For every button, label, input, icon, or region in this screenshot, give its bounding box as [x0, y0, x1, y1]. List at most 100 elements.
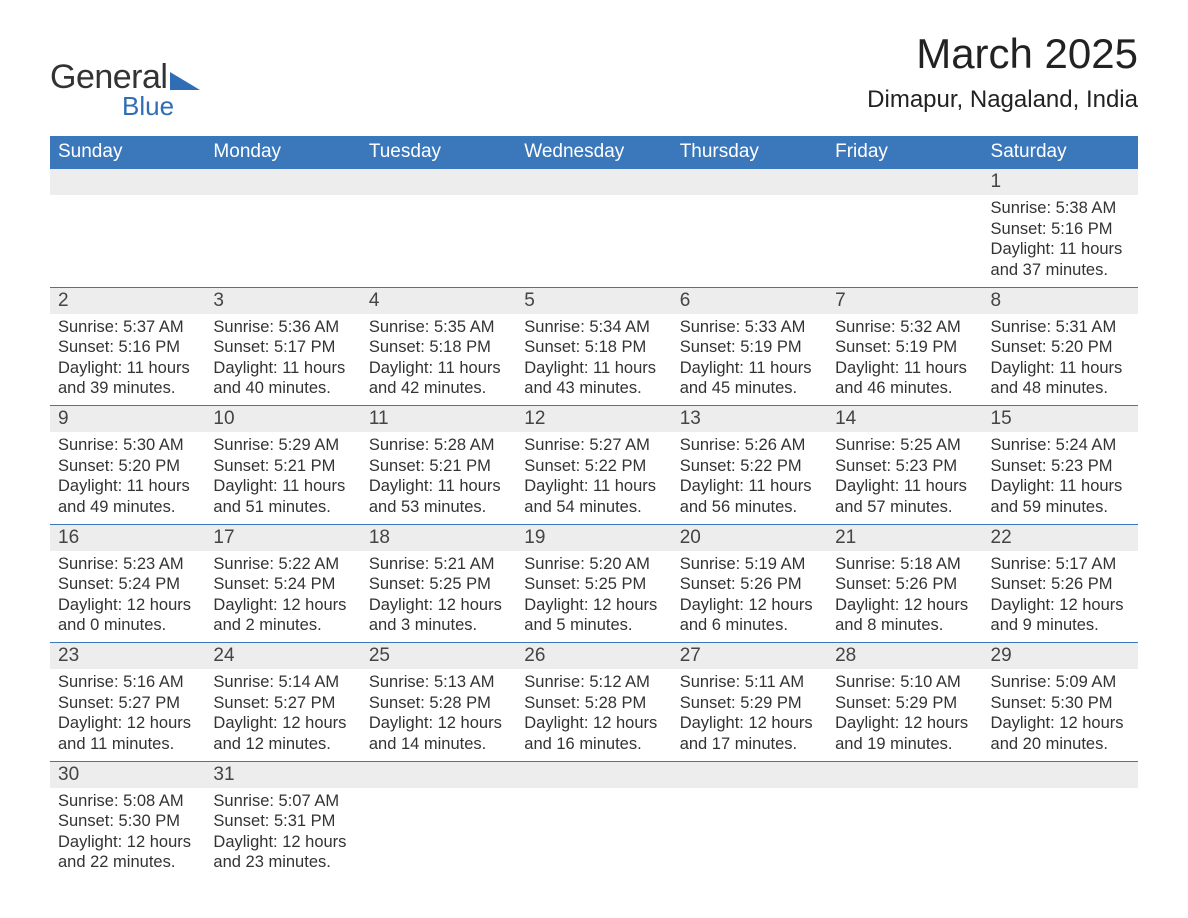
day-details-cell: Sunrise: 5:28 AMSunset: 5:21 PMDaylight:…: [361, 432, 516, 524]
detail-line-ss: Sunset: 5:28 PM: [524, 693, 663, 714]
day-number-cell: [983, 761, 1138, 788]
detail-line-sr: Sunrise: 5:18 AM: [835, 554, 974, 575]
detail-line-d1: Daylight: 11 hours: [835, 476, 974, 497]
day-details: Sunrise: 5:18 AMSunset: 5:26 PMDaylight:…: [827, 551, 982, 643]
day-number-cell: 8: [983, 287, 1138, 314]
detail-line-ss: Sunset: 5:26 PM: [680, 574, 819, 595]
detail-line-sr: Sunrise: 5:37 AM: [58, 317, 197, 338]
week-details-row: Sunrise: 5:23 AMSunset: 5:24 PMDaylight:…: [50, 551, 1138, 643]
detail-line-d2: and 53 minutes.: [369, 497, 508, 518]
day-number-cell: 31: [205, 761, 360, 788]
day-number: 22: [983, 525, 1138, 551]
day-details: Sunrise: 5:10 AMSunset: 5:29 PMDaylight:…: [827, 669, 982, 761]
day-details: Sunrise: 5:12 AMSunset: 5:28 PMDaylight:…: [516, 669, 671, 761]
day-number-cell: 14: [827, 406, 982, 433]
detail-line-ss: Sunset: 5:21 PM: [213, 456, 352, 477]
detail-line-ss: Sunset: 5:18 PM: [524, 337, 663, 358]
detail-line-sr: Sunrise: 5:10 AM: [835, 672, 974, 693]
day-details: Sunrise: 5:11 AMSunset: 5:29 PMDaylight:…: [672, 669, 827, 761]
day-number-cell: 7: [827, 287, 982, 314]
detail-line-sr: Sunrise: 5:16 AM: [58, 672, 197, 693]
detail-line-ss: Sunset: 5:23 PM: [835, 456, 974, 477]
day-details: Sunrise: 5:32 AMSunset: 5:19 PMDaylight:…: [827, 314, 982, 406]
detail-line-d2: and 49 minutes.: [58, 497, 197, 518]
day-details-cell: Sunrise: 5:22 AMSunset: 5:24 PMDaylight:…: [205, 551, 360, 643]
day-details: Sunrise: 5:33 AMSunset: 5:19 PMDaylight:…: [672, 314, 827, 406]
detail-line-d2: and 40 minutes.: [213, 378, 352, 399]
week-details-row: Sunrise: 5:16 AMSunset: 5:27 PMDaylight:…: [50, 669, 1138, 761]
month-title: March 2025: [867, 30, 1138, 78]
detail-line-ss: Sunset: 5:19 PM: [835, 337, 974, 358]
day-header: Tuesday: [361, 136, 516, 169]
day-details: Sunrise: 5:22 AMSunset: 5:24 PMDaylight:…: [205, 551, 360, 643]
day-number: 2: [50, 288, 205, 314]
day-details-cell: Sunrise: 5:13 AMSunset: 5:28 PMDaylight:…: [361, 669, 516, 761]
day-details: Sunrise: 5:30 AMSunset: 5:20 PMDaylight:…: [50, 432, 205, 524]
day-number: 13: [672, 406, 827, 432]
day-details: Sunrise: 5:23 AMSunset: 5:24 PMDaylight:…: [50, 551, 205, 643]
week-details-row: Sunrise: 5:30 AMSunset: 5:20 PMDaylight:…: [50, 432, 1138, 524]
detail-line-d2: and 57 minutes.: [835, 497, 974, 518]
day-details-cell: [827, 788, 982, 880]
detail-line-d1: Daylight: 11 hours: [369, 358, 508, 379]
detail-line-d1: Daylight: 12 hours: [835, 713, 974, 734]
day-number-cell: 20: [672, 524, 827, 551]
detail-line-d1: Daylight: 12 hours: [835, 595, 974, 616]
day-number-cell: 1: [983, 169, 1138, 196]
detail-line-d2: and 9 minutes.: [991, 615, 1130, 636]
week-daynum-row: 16171819202122: [50, 524, 1138, 551]
day-number-cell: [361, 761, 516, 788]
day-details-cell: Sunrise: 5:17 AMSunset: 5:26 PMDaylight:…: [983, 551, 1138, 643]
day-number: 1: [983, 169, 1138, 195]
detail-line-ss: Sunset: 5:26 PM: [835, 574, 974, 595]
day-details: Sunrise: 5:28 AMSunset: 5:21 PMDaylight:…: [361, 432, 516, 524]
logo-word-blue: Blue: [122, 91, 200, 122]
day-header: Wednesday: [516, 136, 671, 169]
detail-line-d2: and 51 minutes.: [213, 497, 352, 518]
day-number-cell: [205, 169, 360, 196]
day-header: Monday: [205, 136, 360, 169]
detail-line-sr: Sunrise: 5:26 AM: [680, 435, 819, 456]
day-number: 21: [827, 525, 982, 551]
detail-line-sr: Sunrise: 5:36 AM: [213, 317, 352, 338]
detail-line-d2: and 6 minutes.: [680, 615, 819, 636]
detail-line-sr: Sunrise: 5:30 AM: [58, 435, 197, 456]
week-details-row: Sunrise: 5:37 AMSunset: 5:16 PMDaylight:…: [50, 314, 1138, 406]
day-details: Sunrise: 5:38 AMSunset: 5:16 PMDaylight:…: [983, 195, 1138, 287]
detail-line-d2: and 2 minutes.: [213, 615, 352, 636]
day-details-cell: Sunrise: 5:25 AMSunset: 5:23 PMDaylight:…: [827, 432, 982, 524]
day-number-cell: 4: [361, 287, 516, 314]
detail-line-d1: Daylight: 12 hours: [58, 595, 197, 616]
detail-line-d1: Daylight: 11 hours: [835, 358, 974, 379]
day-number-cell: [827, 761, 982, 788]
detail-line-d2: and 16 minutes.: [524, 734, 663, 755]
detail-line-d2: and 19 minutes.: [835, 734, 974, 755]
detail-line-sr: Sunrise: 5:09 AM: [991, 672, 1130, 693]
detail-line-d1: Daylight: 12 hours: [680, 595, 819, 616]
detail-line-d1: Daylight: 12 hours: [213, 832, 352, 853]
day-details-cell: Sunrise: 5:32 AMSunset: 5:19 PMDaylight:…: [827, 314, 982, 406]
detail-line-sr: Sunrise: 5:29 AM: [213, 435, 352, 456]
day-details: Sunrise: 5:14 AMSunset: 5:27 PMDaylight:…: [205, 669, 360, 761]
day-number-cell: 21: [827, 524, 982, 551]
detail-line-d1: Daylight: 12 hours: [369, 713, 508, 734]
detail-line-sr: Sunrise: 5:17 AM: [991, 554, 1130, 575]
detail-line-d2: and 22 minutes.: [58, 852, 197, 873]
day-number: 29: [983, 643, 1138, 669]
detail-line-sr: Sunrise: 5:31 AM: [991, 317, 1130, 338]
header: General Blue March 2025 Dimapur, Nagalan…: [50, 30, 1138, 122]
detail-line-ss: Sunset: 5:29 PM: [835, 693, 974, 714]
day-details-cell: Sunrise: 5:36 AMSunset: 5:17 PMDaylight:…: [205, 314, 360, 406]
day-details-cell: [205, 195, 360, 287]
day-number: 28: [827, 643, 982, 669]
detail-line-ss: Sunset: 5:31 PM: [213, 811, 352, 832]
detail-line-d2: and 54 minutes.: [524, 497, 663, 518]
detail-line-d1: Daylight: 12 hours: [58, 713, 197, 734]
detail-line-ss: Sunset: 5:24 PM: [58, 574, 197, 595]
detail-line-ss: Sunset: 5:30 PM: [991, 693, 1130, 714]
detail-line-d2: and 43 minutes.: [524, 378, 663, 399]
detail-line-ss: Sunset: 5:27 PM: [58, 693, 197, 714]
day-details-cell: Sunrise: 5:38 AMSunset: 5:16 PMDaylight:…: [983, 195, 1138, 287]
detail-line-d1: Daylight: 11 hours: [991, 358, 1130, 379]
day-number-cell: [672, 169, 827, 196]
